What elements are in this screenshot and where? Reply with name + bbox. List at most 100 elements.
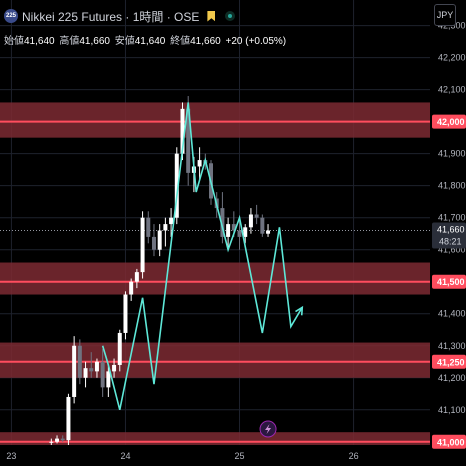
change-value: +20 (+0.05%) bbox=[225, 36, 287, 47]
level-price-label: 41,500 bbox=[437, 277, 465, 287]
x-tick-label: 23 bbox=[6, 451, 16, 461]
candle bbox=[100, 348, 105, 397]
level-price-label: 41,000 bbox=[437, 437, 465, 447]
candle-body bbox=[129, 281, 134, 295]
candle-body bbox=[260, 217, 265, 234]
level-band bbox=[0, 342, 430, 378]
candle bbox=[151, 224, 156, 257]
grid bbox=[0, 0, 430, 445]
projection-path bbox=[101, 102, 304, 410]
event-markers bbox=[259, 420, 277, 438]
candle-body bbox=[89, 368, 94, 372]
lightning-glyph bbox=[265, 424, 272, 434]
y-tick-label: 42,100 bbox=[438, 85, 466, 95]
candle-body bbox=[151, 236, 156, 250]
close-value: 41,660 bbox=[190, 36, 221, 47]
candle bbox=[254, 204, 259, 225]
x-tick-label: 25 bbox=[235, 451, 245, 461]
candle-body bbox=[55, 438, 60, 442]
candle-body bbox=[157, 230, 162, 250]
candle bbox=[260, 214, 265, 237]
candle bbox=[106, 364, 111, 397]
candle-body bbox=[94, 361, 99, 372]
candle-body bbox=[60, 438, 65, 441]
candle bbox=[237, 217, 242, 250]
level-band bbox=[0, 102, 430, 138]
candle-body bbox=[174, 153, 179, 218]
close-label: 終値 bbox=[170, 36, 191, 47]
candle bbox=[66, 393, 71, 445]
level-band bbox=[0, 432, 430, 445]
candle-body bbox=[254, 214, 259, 218]
candle-body bbox=[197, 160, 202, 167]
x-tick-label: 24 bbox=[120, 451, 130, 461]
level-price-label: 42,000 bbox=[437, 117, 465, 127]
level-price-tag bbox=[432, 274, 466, 289]
x-axis-bg bbox=[0, 445, 430, 466]
candle bbox=[134, 268, 139, 289]
candle-body bbox=[248, 214, 253, 228]
open-label: 始値 bbox=[4, 36, 24, 47]
x-axis: 23 24 25 26 bbox=[0, 445, 430, 466]
candle-body bbox=[106, 371, 111, 388]
projection-line bbox=[101, 102, 303, 410]
current-price-label: 41,660 bbox=[437, 225, 465, 235]
current-price-tag bbox=[432, 222, 466, 249]
level-bands bbox=[0, 102, 430, 445]
candle-body bbox=[169, 217, 174, 225]
candle bbox=[243, 224, 248, 244]
y-tick-label: 41,600 bbox=[438, 245, 466, 255]
ohlc-legend: 始値41,640 高値41,660 安値41,640 終値41,660 +20 … bbox=[4, 32, 288, 47]
market-status-icon[interactable] bbox=[225, 11, 236, 21]
candle-body bbox=[77, 345, 82, 378]
candle bbox=[123, 291, 128, 340]
high-value: 41,660 bbox=[79, 36, 110, 47]
candle bbox=[220, 192, 225, 244]
candle bbox=[226, 217, 231, 250]
y-tick-label: 41,700 bbox=[438, 213, 466, 223]
y-axis: 41,100 41,200 41,300 41,400 41,600 41,700 41,8… bbox=[430, 0, 466, 466]
y-tick-label: 41,900 bbox=[438, 149, 466, 159]
candle-body bbox=[163, 224, 168, 231]
candle-body bbox=[134, 272, 139, 282]
candle bbox=[89, 352, 94, 378]
candle bbox=[129, 278, 134, 301]
candle bbox=[174, 147, 179, 225]
candle-body bbox=[49, 441, 54, 443]
y-tick-label: 41,800 bbox=[438, 181, 466, 191]
candle bbox=[77, 339, 82, 385]
candle-body bbox=[140, 217, 145, 273]
y-tick-label: 41,200 bbox=[438, 373, 466, 383]
candle-body bbox=[266, 230, 271, 234]
candle-body bbox=[66, 396, 71, 441]
level-price-tag bbox=[432, 434, 466, 449]
level-price-tag bbox=[432, 354, 466, 369]
y-tick-label: 41,300 bbox=[438, 341, 466, 351]
candle bbox=[266, 224, 271, 237]
candle bbox=[157, 224, 162, 257]
high-label: 高値 bbox=[59, 36, 80, 47]
y-tick-label: 41,400 bbox=[438, 309, 466, 319]
projection-arrowhead bbox=[295, 305, 304, 316]
candle-body bbox=[231, 224, 236, 231]
candle-body bbox=[112, 364, 117, 372]
flag-icon[interactable] bbox=[207, 10, 216, 22]
candle bbox=[169, 208, 174, 237]
candle bbox=[117, 329, 122, 372]
candle bbox=[49, 438, 54, 445]
candle-body bbox=[226, 224, 231, 237]
candle-body bbox=[180, 108, 185, 154]
y-tick-label: 42,200 bbox=[438, 53, 466, 63]
symbol-logo[interactable]: 225 bbox=[4, 9, 18, 23]
symbol-title[interactable]: Nikkei 225 Futures · 1時間 · OSE bbox=[22, 9, 200, 24]
candle-body bbox=[100, 361, 105, 388]
low-value: 41,640 bbox=[134, 36, 166, 47]
candle-body bbox=[237, 230, 242, 237]
currency-button[interactable]: JPY bbox=[434, 4, 456, 26]
level-price-tag bbox=[432, 114, 466, 129]
candle bbox=[248, 208, 253, 234]
candle bbox=[94, 358, 99, 378]
bar-countdown: 48:21 bbox=[439, 237, 462, 247]
